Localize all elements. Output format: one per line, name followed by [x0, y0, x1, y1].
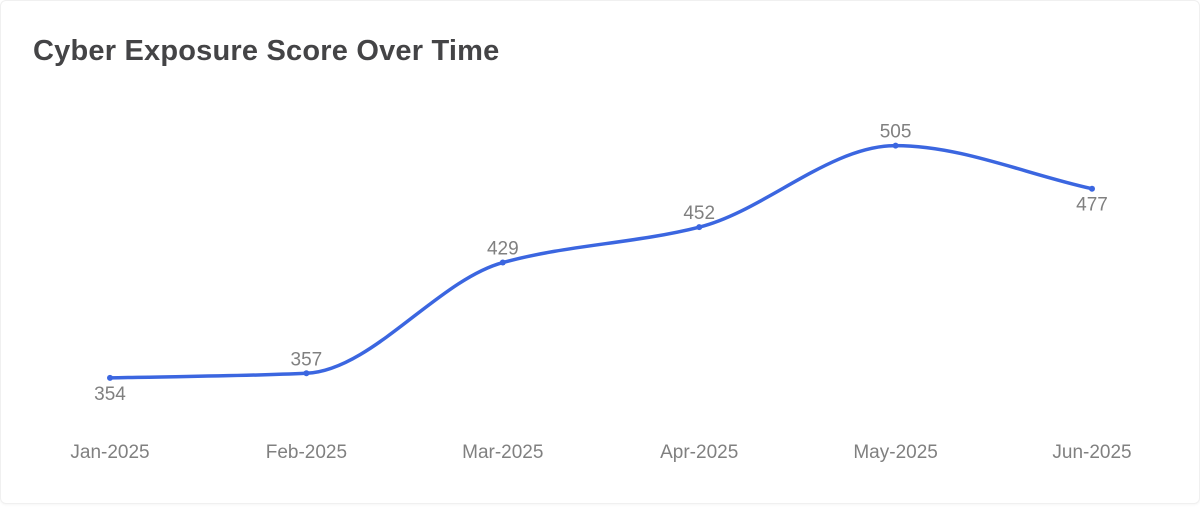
data-point [499, 259, 506, 266]
chart-title: Cyber Exposure Score Over Time [33, 35, 500, 67]
series-layer [108, 143, 1094, 380]
x-tick-label: Jan-2025 [70, 442, 149, 463]
data-point [107, 374, 113, 381]
x-tick-label: Jun-2025 [1052, 442, 1131, 463]
x-axis-ticks: Jan-2025 Feb-2025 Mar-2025 Apr-2025 May-2025… [70, 442, 1131, 463]
data-point [1089, 185, 1095, 192]
data-point [696, 224, 703, 231]
series-line [108, 143, 1094, 380]
x-tick-label: May-2025 [853, 442, 938, 463]
data-labels-layer: 354 357 429 452 505 477 [94, 122, 1108, 405]
data-label: 477 [1076, 195, 1108, 216]
data-label: 452 [683, 203, 715, 224]
x-tick-label: Apr-2025 [660, 442, 738, 463]
data-label: 429 [487, 239, 519, 260]
data-point [303, 370, 310, 377]
data-label: 357 [291, 349, 323, 370]
points-layer [107, 142, 1095, 381]
data-label: 505 [880, 122, 912, 143]
x-tick-label: Feb-2025 [266, 442, 347, 463]
data-label: 354 [94, 384, 126, 405]
data-point [892, 142, 899, 149]
x-tick-label: Mar-2025 [462, 442, 543, 463]
